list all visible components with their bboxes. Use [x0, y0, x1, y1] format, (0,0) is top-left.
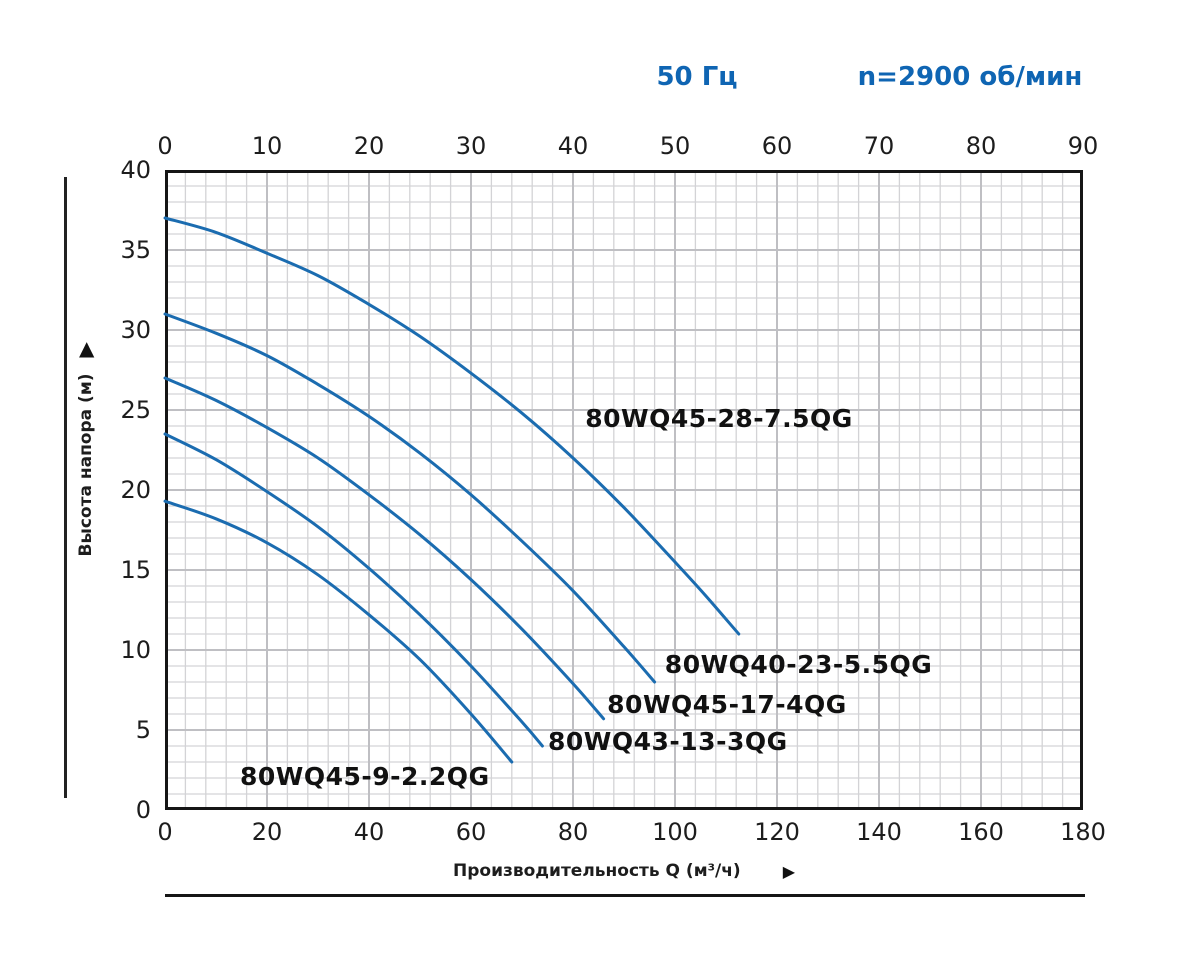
curve-label-80WQ45-9-2.2QG: 80WQ45-9-2.2QG [239, 762, 490, 791]
top-axis-tick-70: 70 [863, 132, 895, 160]
curve-label-80WQ43-13-3QG: 80WQ43-13-3QG [548, 726, 788, 756]
pump-curve-80WQ45-28-7.5QG [163, 216, 741, 636]
y-axis-tick-30: 30 [120, 316, 151, 344]
y-axis-tick-10: 10 [120, 636, 151, 664]
pump-curve-80WQ43-13-3QG [163, 432, 544, 748]
bottom-axis-tick-180: 180 [1060, 818, 1106, 846]
curve-label-80WQ45-17-4QG: 80WQ45-17-4QG [607, 690, 847, 719]
top-axis-tick-10: 10 [251, 132, 283, 160]
pump-curve-80WQ45-9-2.2QG [163, 499, 514, 764]
bottom-axis-tick-40: 40 [353, 818, 385, 846]
up-arrow-icon: ▲ [79, 336, 95, 360]
bottom-axis-tick-120: 120 [754, 818, 800, 846]
y-axis-tick-40: 40 [120, 156, 151, 184]
x-axis-title-row: Производительность Q (м³/ч) ▶ [165, 861, 1083, 881]
top-axis-tick-80: 80 [965, 132, 997, 160]
y-axis-tick-25: 25 [120, 396, 151, 424]
y-axis-tick-20: 20 [120, 476, 151, 504]
bottom-axis-tick-20: 20 [251, 818, 283, 846]
x-axis-title: Производительность Q (м³/ч) [453, 861, 741, 881]
frequency-label: 50 Гц [656, 62, 738, 92]
top-axis-tick-20: 20 [353, 132, 385, 160]
curve-label-80WQ45-28-7.5QG: 80WQ45-28-7.5QG [585, 403, 853, 433]
rotation-speed-label: n=2900 об/мин [857, 62, 1083, 92]
plot-area: 0 10 20 30 40 50 60 70 80 90 0 20 40 60 80 100 120 140 16… [120, 132, 1105, 846]
right-arrow-icon: ▶ [782, 861, 795, 881]
curve-label-80WQ40-23-5.5QG: 80WQ40-23-5.5QG [664, 650, 933, 679]
bottom-axis-tick-80: 80 [557, 818, 589, 846]
bottom-axis-tick-100: 100 [652, 818, 698, 846]
top-axis-tick-90: 90 [1067, 132, 1099, 160]
pump-curve-80WQ40-23-5.5QG [163, 312, 657, 684]
x-axis-decorative-line [165, 894, 1085, 897]
chart-canvas [163, 170, 1083, 810]
plot-border [165, 170, 1083, 810]
top-axis-tick-60: 60 [761, 132, 793, 160]
y-axis-tick-15: 15 [120, 556, 151, 584]
y-axis-tick-5: 5 [135, 716, 151, 744]
bottom-axis-tick-60: 60 [455, 818, 487, 846]
pump-curve-80WQ45-17-4QG [163, 376, 606, 721]
top-axis-tick-0: 0 [157, 132, 173, 160]
bottom-axis-tick-0: 0 [157, 818, 173, 846]
top-axis-tick-30: 30 [455, 132, 487, 160]
bottom-axis-tick-160: 160 [958, 818, 1004, 846]
y-axis-tick-0: 0 [135, 796, 151, 824]
y-axis-decorative-line [64, 177, 67, 798]
bottom-axis-tick-140: 140 [856, 818, 902, 846]
top-axis-tick-40: 40 [557, 132, 589, 160]
y-axis-tick-35: 35 [120, 236, 151, 264]
top-axis-tick-50: 50 [659, 132, 691, 160]
